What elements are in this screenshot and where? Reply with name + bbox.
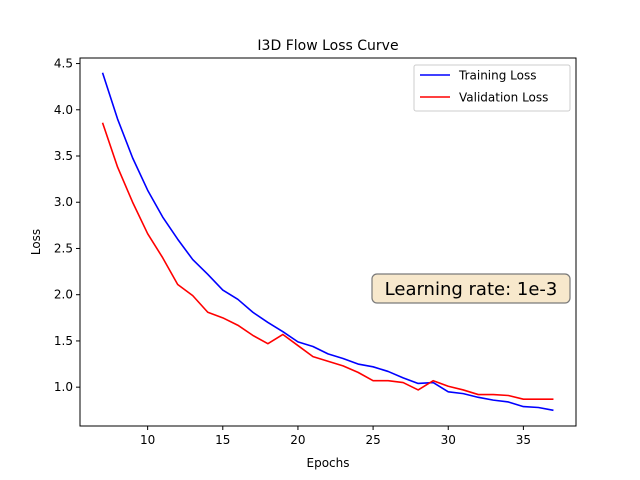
annotation-box xyxy=(371,273,571,304)
training-loss-line xyxy=(101,72,554,412)
x-tick-group: 10 15 20 25 30 35 xyxy=(140,426,531,447)
y-tick-label: 1.0 xyxy=(54,380,73,394)
y-tick-group: 1.0 1.5 2.0 2.5 3.0 3.5 4.0 4.5 xyxy=(54,57,80,394)
x-tick-label: 15 xyxy=(215,433,230,447)
x-tick-label: 25 xyxy=(365,433,380,447)
x-axis-label: Epochs xyxy=(307,456,350,470)
y-tick-label: 2.5 xyxy=(54,241,73,255)
x-tick-label: 10 xyxy=(140,433,155,447)
y-tick-label: 4.5 xyxy=(54,57,73,71)
x-tick-label: 35 xyxy=(516,433,531,447)
y-tick-label: 3.0 xyxy=(54,195,73,209)
x-tick-label: 20 xyxy=(290,433,305,447)
plot-frame xyxy=(79,57,577,427)
chart-title: I3D Flow Loss Curve xyxy=(257,38,398,54)
learning-rate-annotation: Learning rate: 1e-3 xyxy=(371,273,571,304)
series-group xyxy=(101,72,554,412)
legend-box xyxy=(413,64,571,112)
x-tick-label: 30 xyxy=(441,433,456,447)
legend-label-validation: Validation Loss xyxy=(459,91,548,105)
y-tick-label: 1.5 xyxy=(54,334,73,348)
annotation-text: Learning rate: 1e-3 xyxy=(385,279,558,300)
y-axis-label: Loss xyxy=(29,229,43,255)
legend-label-training: Training Loss xyxy=(458,69,536,83)
y-tick-label: 3.5 xyxy=(54,149,73,163)
validation-loss-line xyxy=(101,122,554,400)
y-tick-label: 4.0 xyxy=(54,103,73,117)
legend: Training Loss Validation Loss xyxy=(413,64,571,112)
y-tick-label: 2.0 xyxy=(54,288,73,302)
